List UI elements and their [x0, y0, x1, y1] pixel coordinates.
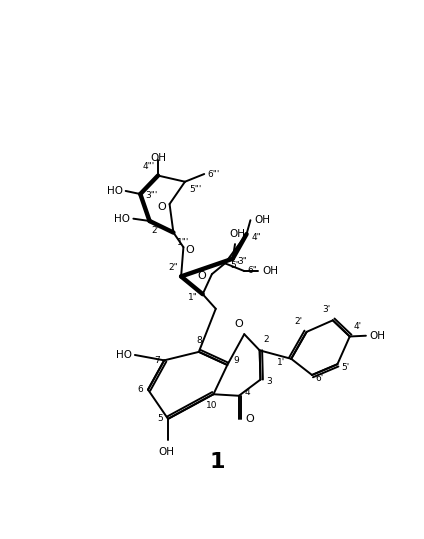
Text: 5: 5: [158, 414, 163, 423]
Text: 5': 5': [341, 363, 349, 372]
Text: 1": 1": [188, 294, 198, 302]
Text: 4": 4": [251, 233, 261, 243]
Text: 6"': 6"': [207, 170, 220, 178]
Text: OH: OH: [262, 266, 278, 276]
Text: 2': 2': [295, 317, 303, 326]
Text: O: O: [234, 319, 243, 329]
Text: 6: 6: [138, 385, 143, 394]
Text: O: O: [245, 414, 254, 424]
Text: 2": 2": [168, 263, 178, 272]
Text: 5"': 5"': [189, 185, 201, 194]
Text: OH: OH: [150, 153, 166, 163]
Text: O: O: [198, 271, 206, 281]
Text: 1"': 1"': [176, 238, 189, 247]
Text: 10: 10: [206, 401, 218, 410]
Text: OH: OH: [229, 229, 245, 239]
Text: 6": 6": [247, 266, 257, 275]
Text: 3"': 3"': [146, 191, 158, 200]
Text: HO: HO: [116, 350, 132, 360]
Text: 3': 3': [322, 305, 330, 314]
Text: 5": 5": [230, 261, 240, 270]
Text: 2"': 2"': [152, 226, 164, 236]
Text: HO: HO: [114, 213, 130, 224]
Text: 2: 2: [263, 335, 269, 344]
Text: 3": 3": [237, 257, 247, 266]
Text: 4: 4: [244, 388, 250, 397]
Text: 3: 3: [267, 377, 272, 385]
Text: 4': 4': [354, 322, 362, 331]
Text: 1: 1: [209, 452, 225, 472]
Text: OH: OH: [159, 447, 175, 458]
Text: O: O: [186, 245, 195, 255]
Text: 6': 6': [316, 375, 324, 383]
Text: OH: OH: [254, 215, 270, 225]
Text: OH: OH: [370, 331, 386, 341]
Text: O: O: [157, 202, 166, 212]
Text: 9: 9: [234, 356, 239, 365]
Text: 8: 8: [197, 336, 203, 345]
Text: 1': 1': [277, 358, 285, 367]
Text: 7: 7: [154, 356, 159, 365]
Text: 4"': 4"': [143, 162, 155, 171]
Text: HO: HO: [106, 186, 123, 196]
